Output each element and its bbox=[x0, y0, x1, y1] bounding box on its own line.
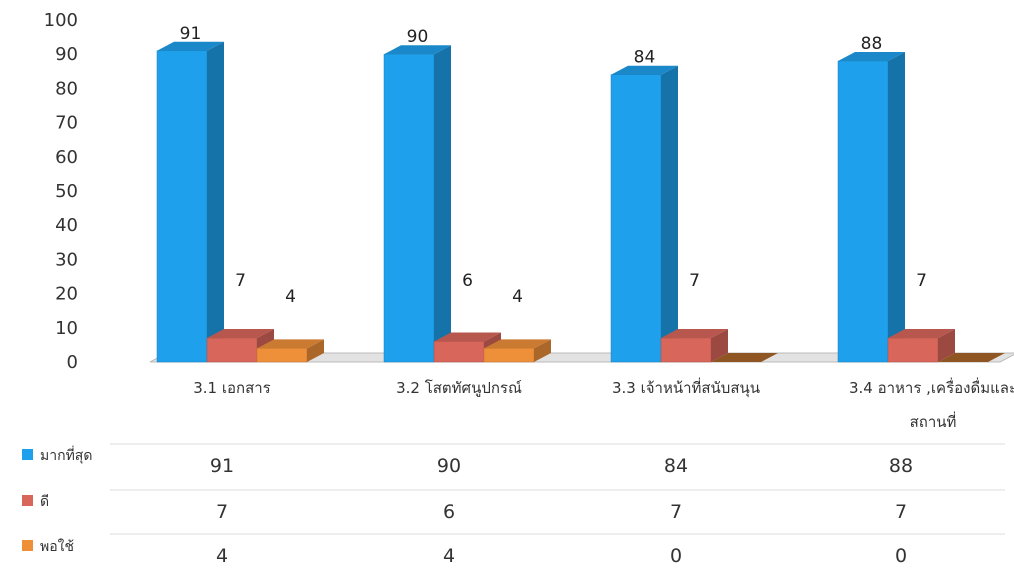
legend-swatch bbox=[22, 495, 33, 506]
bar-side bbox=[938, 329, 955, 362]
y-tick-label: 100 bbox=[44, 10, 78, 31]
y-tick-label: 50 bbox=[55, 181, 78, 202]
legend-swatch bbox=[22, 540, 33, 551]
y-tick-label: 80 bbox=[55, 78, 78, 99]
bar-side bbox=[307, 339, 324, 362]
bar-side bbox=[661, 65, 678, 362]
category-label: 3.3 เจ้าหน้าที่สนับสนุน bbox=[612, 377, 760, 398]
legend-label: พอใช้ bbox=[40, 538, 74, 555]
table-value: 6 bbox=[443, 501, 455, 523]
bar-side bbox=[534, 339, 551, 362]
table-value: 88 bbox=[889, 455, 913, 477]
bar-front bbox=[433, 341, 485, 363]
bar-front bbox=[660, 337, 712, 363]
y-tick-label: 70 bbox=[55, 113, 78, 134]
data-label: 6 bbox=[462, 271, 473, 291]
data-label: 91 bbox=[180, 24, 202, 44]
data-label: 84 bbox=[634, 48, 656, 68]
table-value: 90 bbox=[437, 455, 461, 477]
table-value: 4 bbox=[443, 545, 455, 567]
bar-top bbox=[838, 52, 905, 62]
y-tick-label: 40 bbox=[55, 215, 78, 236]
data-label: 88 bbox=[861, 34, 883, 54]
bar-side bbox=[434, 45, 451, 362]
table-value: 7 bbox=[895, 501, 907, 523]
table-value: 7 bbox=[670, 501, 682, 523]
data-label: 7 bbox=[689, 271, 700, 291]
bar-front bbox=[256, 348, 308, 363]
table-value: 7 bbox=[216, 501, 228, 523]
category-label: 3.2 โสตทัศนูปกรณ์ bbox=[396, 379, 522, 397]
data-label: 90 bbox=[407, 27, 429, 47]
bar-top bbox=[888, 329, 955, 339]
bar-flat bbox=[711, 353, 778, 362]
bar-front bbox=[483, 348, 535, 363]
bar-side bbox=[711, 329, 728, 362]
bar-top bbox=[207, 329, 274, 339]
bar-side bbox=[207, 41, 224, 362]
bar-top bbox=[661, 329, 728, 339]
bar-front bbox=[206, 337, 258, 363]
legend-swatch bbox=[22, 449, 33, 460]
bar-top bbox=[434, 332, 501, 342]
y-tick-label: 20 bbox=[55, 284, 78, 305]
table-value: 0 bbox=[895, 545, 907, 567]
category-label: สถานที่ bbox=[910, 411, 957, 431]
bar-top bbox=[611, 65, 678, 75]
legend-label: ดี bbox=[40, 494, 49, 510]
table-value: 91 bbox=[210, 455, 234, 477]
bar-top bbox=[384, 45, 451, 55]
y-tick-label: 30 bbox=[55, 249, 78, 270]
data-label: 4 bbox=[512, 287, 523, 307]
bar-flat bbox=[938, 353, 1005, 362]
table-value: 84 bbox=[664, 455, 688, 477]
table-value: 0 bbox=[670, 545, 682, 567]
bar-front bbox=[887, 337, 939, 363]
legend-label: มากที่สุด bbox=[40, 446, 92, 464]
y-tick-label: 60 bbox=[55, 147, 78, 168]
bar-side bbox=[888, 52, 905, 362]
y-tick-label: 90 bbox=[55, 44, 78, 65]
data-label: 7 bbox=[916, 271, 927, 291]
y-tick-label: 10 bbox=[55, 318, 78, 339]
data-label: 4 bbox=[285, 287, 296, 307]
bar-front bbox=[156, 50, 208, 363]
bar-top bbox=[484, 339, 551, 349]
bar-top bbox=[257, 339, 324, 349]
bar-top bbox=[157, 41, 224, 51]
bar-front bbox=[383, 53, 435, 363]
bar-front bbox=[837, 60, 889, 363]
bar-front bbox=[610, 74, 662, 363]
y-tick-label: 0 bbox=[67, 352, 78, 373]
category-label: 3.4 อาหาร ,เครื่องดื่มและ bbox=[849, 377, 1014, 397]
data-label: 7 bbox=[235, 271, 246, 291]
category-label: 3.1 เอกสาร bbox=[193, 379, 270, 397]
table-value: 4 bbox=[216, 545, 228, 567]
